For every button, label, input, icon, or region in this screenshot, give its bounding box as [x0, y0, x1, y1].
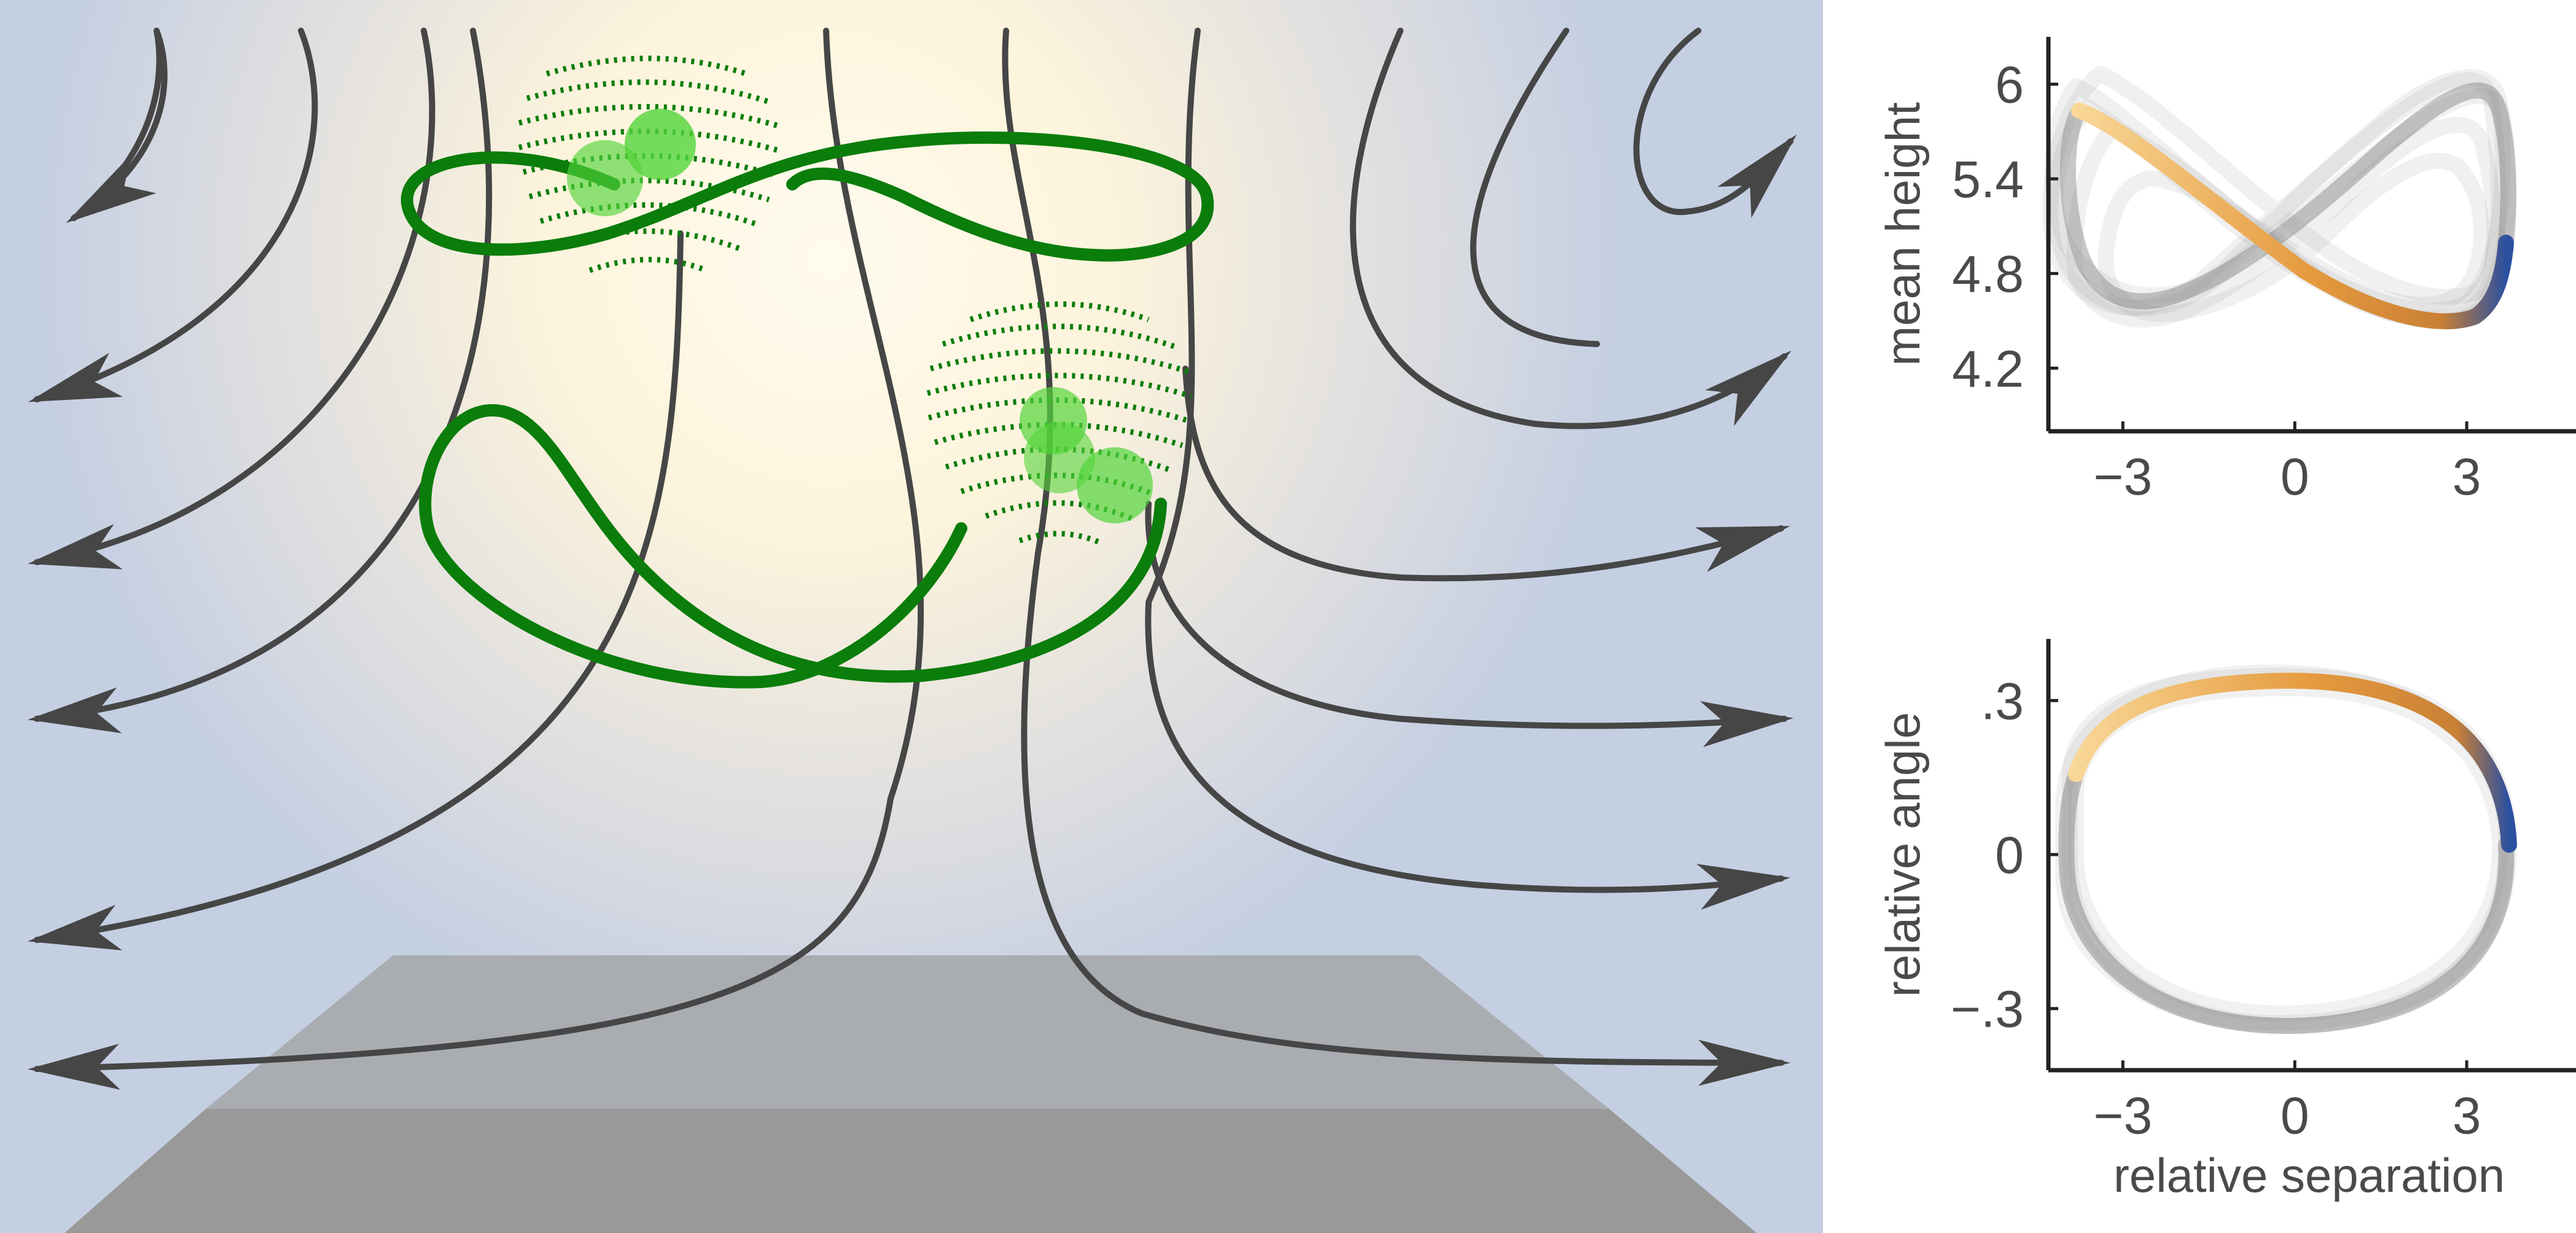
x-tick-label: 3: [2453, 1087, 2481, 1145]
upper-orbit: [400, 131, 1214, 262]
streamline-left-0: [107, 28, 163, 187]
streamline-right-1: [1002, 28, 1790, 1086]
streamlines: [28, 28, 1797, 1090]
x-tick-label: −3: [2093, 448, 2152, 506]
y-tick-label: 6: [1995, 56, 2024, 114]
plot-1-axes: −3 0 3 6 5.4 4.8 4.2 mean height: [1876, 37, 2576, 506]
plot-bottom: [2056, 664, 2518, 1035]
y-tick-label: 5.4: [1952, 151, 2024, 208]
streamline-right-6: [1470, 28, 1600, 347]
lower-orbit: [419, 404, 1167, 689]
x-axis-title: relative separation: [2113, 1148, 2505, 1202]
y-tick-label: −.3: [1951, 981, 2024, 1038]
streamline-right-2: [1145, 28, 1790, 910]
streamline-left-6: [28, 28, 924, 1090]
x-tick-label: 3: [2453, 448, 2481, 506]
sphere-2-bead-c: [1077, 447, 1153, 523]
sphere-2-bead-b: [1024, 422, 1095, 493]
x-tick-label: 0: [2281, 448, 2309, 506]
streamline-right-4: [1182, 366, 1790, 582]
swimmer-sphere-1: [518, 55, 780, 273]
streamline-left-2: [28, 28, 318, 402]
y-tick-label: .3: [1981, 672, 2024, 730]
plot-bottom-mean-trajectory-gray: [2058, 766, 2515, 1035]
y-tick-label: 4.2: [1952, 340, 2024, 397]
y-axis-title: relative angle: [1876, 712, 1930, 997]
axes: −3 0 3 6 5.4 4.8 4.2 mean height −3 0 3 .3 0 −.3 relat…: [1876, 37, 2576, 1202]
floor-far: [206, 955, 1609, 1109]
plot-2-axes: −3 0 3 .3 0 −.3 relative angle relative separat…: [1876, 639, 2576, 1202]
floor-near: [64, 1109, 1757, 1233]
plot-top: [2042, 66, 2516, 329]
swimmer-sphere-2: [926, 301, 1193, 547]
streamline-left-5: [28, 230, 684, 950]
streamline-right-7: [1633, 28, 1797, 218]
flow-scene: [0, 0, 1823, 1233]
x-tick-label: −3: [2093, 1087, 2152, 1145]
plot-bottom-highlight-trajectory: [2068, 672, 2517, 853]
y-tick-label: 4.8: [1952, 245, 2024, 303]
plot-top-mean-trajectory-gray: [2059, 82, 2516, 310]
streamline-right-3: [1145, 501, 1793, 748]
y-tick-label: 0: [1995, 826, 2024, 884]
streamline-left-3: [28, 28, 435, 570]
sphere-1-bead-a: [625, 109, 696, 180]
x-tick-label: 0: [2281, 1087, 2309, 1145]
y-axis-title: mean height: [1876, 102, 1930, 366]
streamline-right-5: [1349, 28, 1792, 429]
plot-top-highlight-trajectory: [2071, 103, 2514, 329]
swimmer-orbits: [400, 131, 1214, 689]
sphere-1-bead-b: [567, 140, 643, 216]
